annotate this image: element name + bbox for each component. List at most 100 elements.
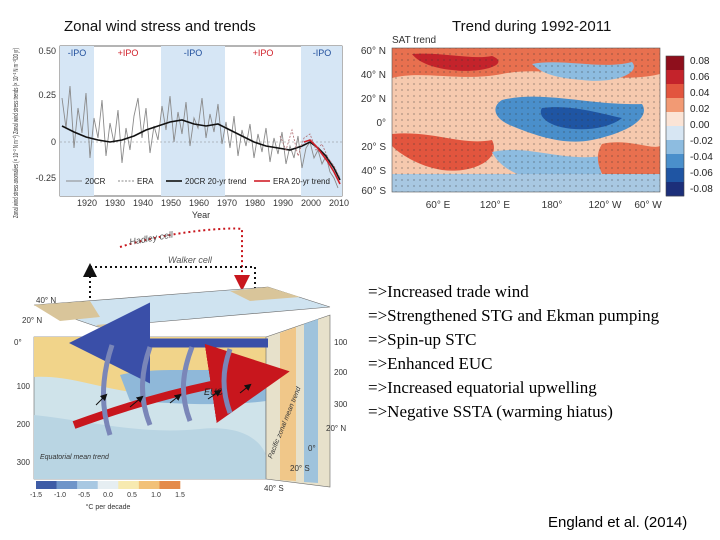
ipo-label: -IPO: [184, 48, 203, 58]
cool-band: [304, 319, 318, 483]
colorbar-tick: 0.04: [690, 88, 710, 99]
colorbar-tick: 0.08: [690, 56, 710, 67]
hadley-cell-arrow: [119, 227, 250, 291]
map-lon-labels: 60° E 120° E 180° 120° W 60° W: [426, 200, 663, 211]
depth-tick: 100: [17, 382, 31, 391]
colorbar-tick: -0.08: [690, 184, 713, 195]
y-tick-label: -0.25: [35, 173, 56, 183]
schem-cbar-tick: 0.0: [103, 492, 113, 499]
side-tick: 200: [334, 368, 348, 377]
map-colorbar-cell: [666, 168, 684, 183]
timeseries-ylabel: Zonal wind stress anomalies (× 10⁻² N m⁻…: [13, 48, 20, 218]
series-era: [279, 128, 341, 179]
colorbar-tick: 0.00: [690, 120, 710, 131]
map-colorbar-cell: [666, 98, 684, 113]
y-tick-label: 0: [51, 137, 56, 147]
wind-stress-timeseries: Zonal wind stress anomalies (× 10⁻² N m⁻…: [13, 45, 349, 220]
x-tick-label: 1990: [273, 198, 293, 208]
ipo-label: -IPO: [68, 48, 87, 58]
side-lat-label: 20° S: [290, 464, 310, 473]
y-ticks: 0.50 0.25 0 -0.25: [35, 46, 56, 183]
mechanism-item: =>Spin-up STC: [368, 330, 477, 349]
schematic-colorbar-cell: [159, 481, 181, 489]
mechanism-list: =>Increased trade wind =>Strengthened ST…: [368, 280, 659, 424]
map-colorbar-cell: [666, 140, 684, 155]
schem-cbar-tick: -1.0: [54, 492, 66, 499]
colorbar-tick: -0.04: [690, 152, 713, 163]
side-lat-label: 0°: [308, 444, 316, 453]
side-tick: 100: [334, 338, 348, 347]
schematic-lat-label: 40° N: [36, 296, 56, 305]
x-ticks: 1920 1930 1940 1950 1960 1970 1980 1990 …: [77, 198, 349, 208]
depth-ticks: 100 200 300: [17, 382, 31, 467]
schem-cbar-tick: 0.5: [127, 492, 137, 499]
x-tick-label: 1930: [105, 198, 125, 208]
x-tick-label: 1960: [189, 198, 209, 208]
y-tick-label: 0.50: [38, 46, 56, 56]
right-panel-title: Trend during 1992-2011: [452, 18, 612, 35]
ipo-phase-labels: -IPO +IPO -IPO +IPO -IPO: [68, 48, 332, 58]
map-colorbar-frame: [665, 55, 685, 197]
side-lat-label: 20° N: [326, 424, 346, 433]
schematic-colorbar: [36, 481, 181, 489]
lon-label: 60° E: [426, 200, 451, 211]
euc-arrow: [72, 343, 290, 429]
lat-label: 40° N: [361, 70, 386, 81]
x-tick-label: 1920: [77, 198, 97, 208]
ocean-circulation-schematic: Hadley cell Walker cell EUC 40° N 20° N …: [14, 227, 348, 511]
lat-label: 20° N: [361, 94, 386, 105]
upwelling-arrows: [95, 383, 252, 408]
lat-label: 40° S: [361, 166, 386, 177]
legend-20cr-trend: 20CR 20-yr trend: [185, 177, 246, 186]
mechanism-item: =>Increased trade wind: [368, 282, 529, 301]
schematic-lat-label: 0°: [14, 338, 22, 347]
x-tick-label: 2000: [301, 198, 321, 208]
schematic-colorbar-label: °C per decade: [86, 503, 131, 511]
series-era-trend: [303, 139, 341, 185]
colorbar-tick: 0.02: [690, 104, 710, 115]
schem-cbar-tick: -0.5: [78, 492, 90, 499]
legend-era: ERA: [137, 177, 154, 186]
schem-cbar-tick: -1.5: [30, 492, 42, 499]
side-lat-label: 40° S: [264, 484, 284, 493]
schem-cbar-tick: 1.5: [175, 492, 185, 499]
map-lat-labels: 60° N 40° N 20° N 0° 20° S 40° S 60° S: [361, 46, 386, 197]
timeseries-legend: 20CR ERA 20CR 20-yr trend ERA 20-yr tren…: [66, 177, 330, 186]
schematic-colorbar-cell: [56, 481, 78, 489]
schematic-colorbar-cell: [138, 481, 160, 489]
schematic-colorbar-cell: [97, 481, 119, 489]
citation: England et al. (2014): [548, 514, 688, 531]
side-depth-ticks: 100 200 300: [334, 338, 348, 409]
map-field: [391, 47, 661, 193]
y-tick-label: 0.25: [38, 90, 56, 100]
lat-label: 0°: [376, 118, 386, 129]
lat-label: 20° S: [361, 142, 386, 153]
walker-label: Walker cell: [168, 255, 213, 265]
schematic-lat-label: 20° N: [22, 316, 42, 325]
timeseries-xlabel: Year: [192, 210, 210, 220]
left-panel-title: Zonal wind stress and trends: [64, 18, 256, 35]
euc-label: EUC: [204, 387, 224, 397]
legend-era-trend: ERA 20-yr trend: [273, 177, 330, 186]
map-colorbar-cell: [666, 70, 684, 85]
lat-label: 60° N: [361, 46, 386, 57]
mechanism-item: =>Increased equatorial upwelling: [368, 378, 597, 397]
x-tick-label: 1980: [245, 198, 265, 208]
lat-label: 60° S: [361, 186, 386, 197]
mechanism-item: =>Negative SSTA (warming hiatus): [368, 402, 613, 421]
sat-trend-map: SAT trend 60° N 40° N 20° N 0° 20° S 40°…: [361, 35, 713, 211]
mechanism-item: =>Enhanced EUC: [368, 354, 493, 373]
schematic-colorbar-ticks: -1.5 -1.0 -0.5 0.0 0.5 1.0 1.5: [30, 492, 185, 499]
depth-tick: 300: [17, 458, 31, 467]
lon-label: 120° W: [589, 200, 622, 211]
x-tick-label: 1940: [133, 198, 153, 208]
x-tick-label: 1950: [161, 198, 181, 208]
map-colorbar-cell: [666, 154, 684, 169]
side-lat-labels: 20° N 0° 20° S 40° S: [264, 424, 346, 493]
deep-layer: [34, 415, 266, 479]
colorbar-tick: -0.02: [690, 136, 713, 147]
colorbar-tick: -0.06: [690, 168, 713, 179]
depth-tick: 200: [17, 420, 31, 429]
side-tick: 300: [334, 400, 348, 409]
map-colorbar: [665, 55, 685, 197]
